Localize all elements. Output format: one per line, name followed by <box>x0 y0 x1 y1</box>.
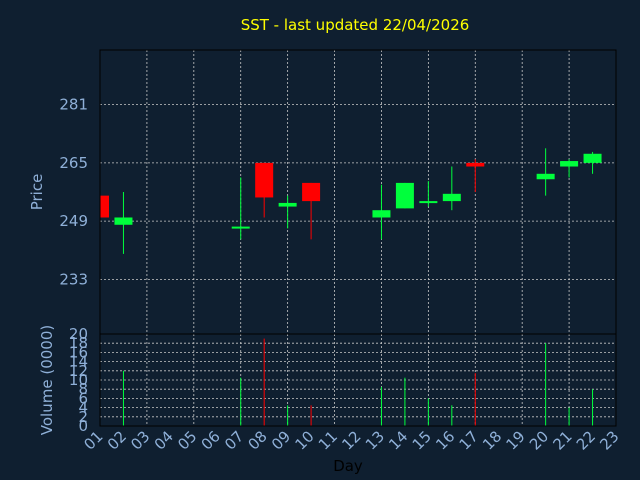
price-tick-label: 281 <box>59 96 88 114</box>
x-tick-label: 08 <box>245 427 271 453</box>
x-ticks: 0102030405060708091011121314151617181920… <box>80 427 622 453</box>
candle-body <box>231 226 250 229</box>
chart-title: SST - last updated 22/04/2026 <box>241 16 470 34</box>
x-tick-label: 12 <box>338 427 364 453</box>
candle-body <box>536 173 555 180</box>
volume-tick-label: 2 <box>78 408 88 426</box>
candle-body <box>419 201 438 204</box>
candles <box>99 148 602 254</box>
x-tick-label: 06 <box>198 427 224 453</box>
x-tick-label: 16 <box>432 427 458 453</box>
x-tick-label: 21 <box>549 427 575 453</box>
candle-body <box>395 182 414 209</box>
x-tick-label: 18 <box>479 427 505 453</box>
volume-tick-label: 6 <box>78 389 88 407</box>
price-grid <box>100 50 616 334</box>
candle-body <box>100 195 109 218</box>
volume-axis-label: Volume (0000) <box>38 325 56 435</box>
candle-body <box>255 162 274 198</box>
x-tick-label: 03 <box>127 427 153 453</box>
x-tick-label: 10 <box>291 427 317 453</box>
volume-tick-label: 8 <box>78 380 88 398</box>
x-tick-label: 23 <box>596 427 622 453</box>
price-tick-label: 233 <box>59 270 88 288</box>
x-tick-label: 13 <box>362 427 388 453</box>
price-panel-frame <box>99 49 617 335</box>
candle-body <box>372 210 391 218</box>
volume-tick-label: 20 <box>69 325 88 343</box>
candle-body <box>114 217 133 225</box>
volume-tick-label: 4 <box>78 399 88 417</box>
x-tick-label: 04 <box>151 427 177 453</box>
volume-bars <box>122 338 594 426</box>
x-tick-label: 05 <box>174 427 200 453</box>
candle-body <box>278 202 297 207</box>
x-tick-label: 20 <box>526 427 552 453</box>
x-tick-label: 14 <box>385 427 411 453</box>
volume-grid <box>100 333 616 427</box>
candle-body <box>583 153 602 163</box>
x-tick-label: 02 <box>104 427 130 453</box>
x-tick-label: 07 <box>221 427 247 453</box>
volume-tick-label: 0 <box>78 417 88 435</box>
candle-body <box>466 162 485 167</box>
price-y-ticks: 233 249 265 281 <box>59 96 88 289</box>
candle-body <box>560 161 579 167</box>
volume-tick-label: 18 <box>69 334 88 352</box>
price-axis-label: Price <box>28 174 46 211</box>
price-tick-label: 249 <box>59 212 88 230</box>
x-tick-label: 19 <box>503 427 529 453</box>
volume-tick-label: 14 <box>69 353 88 371</box>
candle-body <box>442 193 461 202</box>
volume-panel-frame <box>99 333 617 427</box>
candle-body <box>302 182 321 202</box>
x-tick-label: 22 <box>573 427 599 453</box>
volume-tick-label: 12 <box>69 362 88 380</box>
x-tick-label: 17 <box>456 427 482 453</box>
volume-tick-label: 16 <box>69 343 88 361</box>
x-tick-label: 09 <box>268 427 294 453</box>
volume-tick-label: 10 <box>69 371 88 389</box>
x-tick-label: 11 <box>315 427 341 453</box>
price-tick-label: 265 <box>59 154 88 172</box>
x-tick-label: 15 <box>409 427 435 453</box>
x-axis-label: Day <box>333 457 363 475</box>
